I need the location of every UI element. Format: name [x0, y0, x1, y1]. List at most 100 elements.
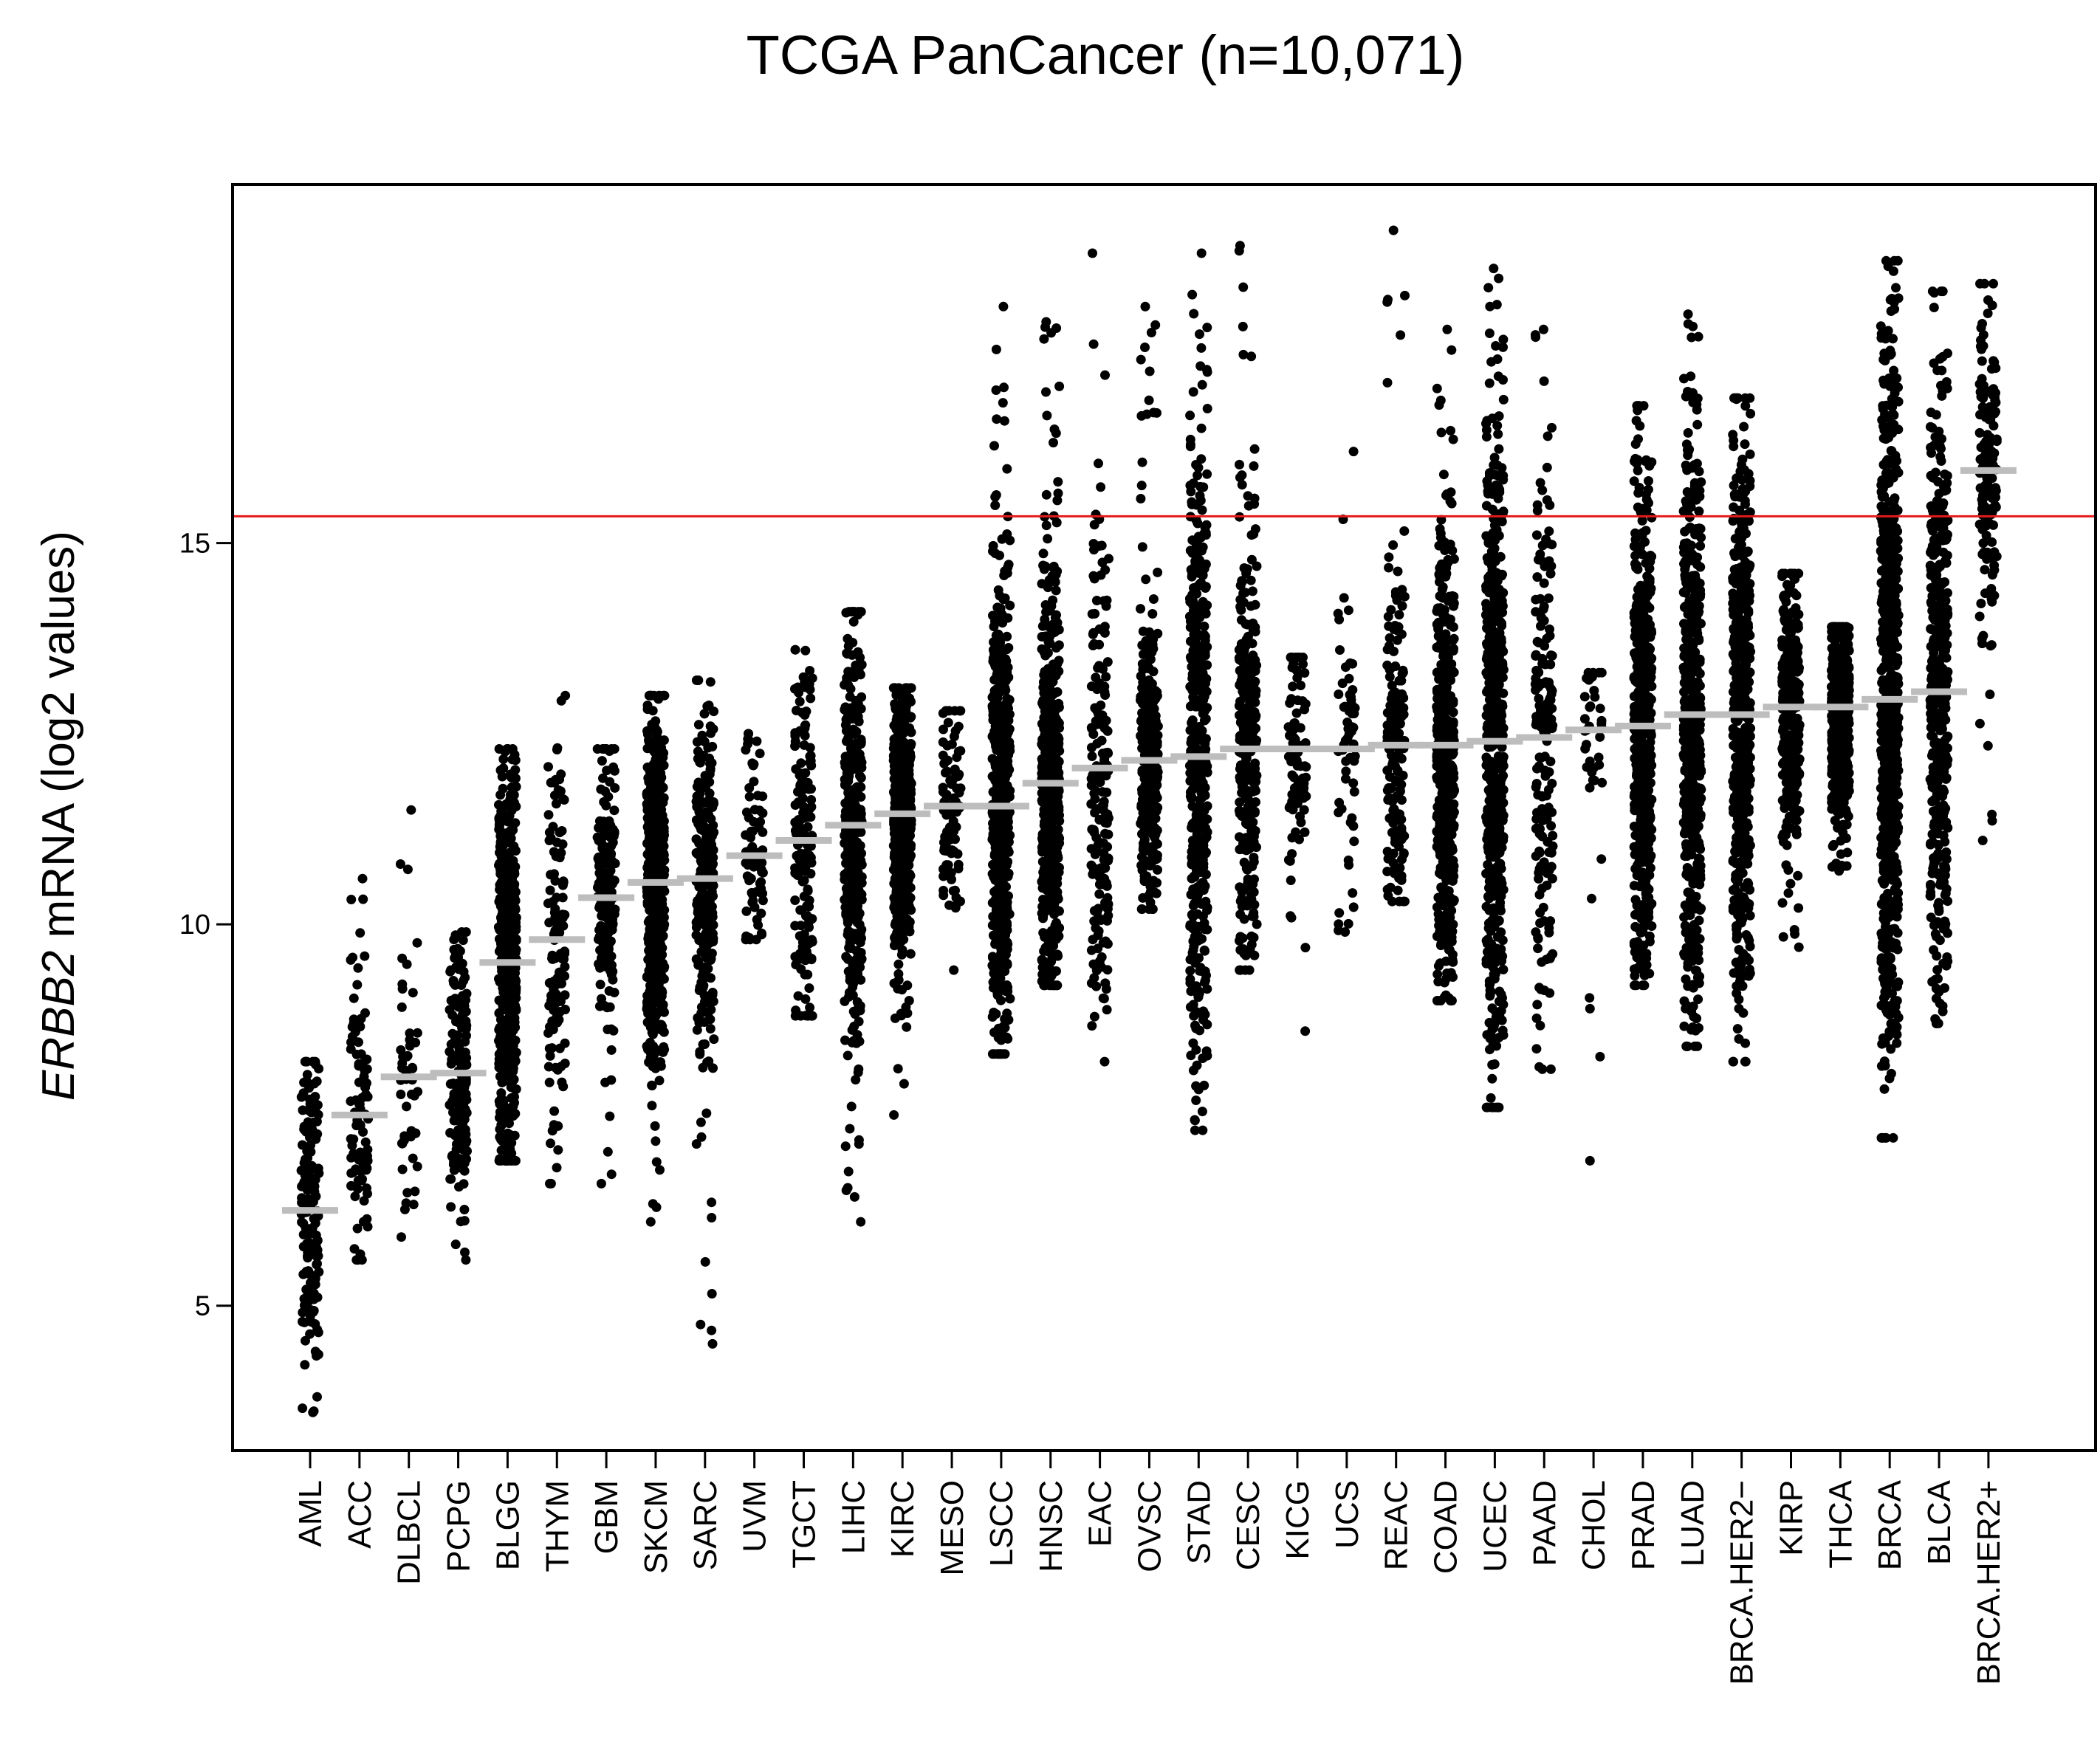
data-point [1040, 631, 1051, 642]
data-point [1136, 410, 1147, 421]
data-point [609, 988, 620, 997]
data-point [351, 1255, 362, 1265]
data-point [987, 1049, 998, 1059]
data-point [357, 1093, 367, 1103]
data-point [998, 301, 1009, 312]
data-point [348, 1167, 358, 1177]
data-point [691, 1139, 701, 1149]
data-point [991, 385, 1001, 395]
data-point [453, 1002, 464, 1012]
data-point [646, 1016, 656, 1025]
data-point [543, 810, 554, 820]
data-point [497, 1015, 507, 1025]
data-point [1097, 540, 1107, 551]
data-point [608, 762, 619, 772]
data-point [606, 1045, 617, 1055]
data-point [1004, 709, 1015, 720]
data-point [610, 859, 620, 869]
data-point [790, 684, 800, 694]
data-point [546, 1138, 555, 1149]
data-point [953, 721, 964, 732]
data-point [892, 744, 902, 754]
data-point [889, 978, 899, 988]
data-point [1002, 631, 1012, 642]
data-point [989, 648, 999, 658]
data-point [856, 974, 866, 985]
data-point [461, 1136, 472, 1146]
data-point [550, 904, 560, 914]
data-point [939, 758, 950, 768]
data-point [602, 954, 612, 964]
data-point [298, 1269, 309, 1279]
data-point [309, 1079, 319, 1089]
data-point [446, 1202, 456, 1212]
data-point [751, 935, 761, 945]
data-point [548, 822, 558, 832]
data-point [1143, 649, 1153, 659]
chart-title: TCGA PanCancer (n=10,071) [747, 24, 1465, 86]
data-point [905, 712, 916, 723]
data-point [857, 659, 867, 670]
data-point [707, 907, 717, 917]
data-point [412, 1161, 422, 1172]
data-point [461, 1031, 471, 1041]
data-point [560, 990, 570, 1000]
data-point [647, 791, 657, 802]
data-point [902, 1022, 912, 1032]
data-point [459, 1216, 470, 1226]
data-point [793, 991, 803, 1001]
data-point [656, 970, 667, 980]
data-point [1102, 747, 1113, 757]
data-point [949, 965, 959, 975]
data-point [696, 1319, 706, 1330]
data-point [1148, 594, 1159, 604]
data-point [461, 1006, 471, 1017]
data-point [551, 799, 561, 809]
data-point [349, 993, 359, 1003]
data-point [945, 834, 955, 845]
data-point [941, 791, 952, 801]
data-point [313, 1251, 323, 1261]
data-point [696, 1017, 706, 1027]
data-point [592, 744, 603, 754]
data-point [602, 1002, 612, 1013]
data-point [1142, 785, 1153, 795]
data-point [847, 650, 857, 660]
data-point [840, 811, 851, 822]
data-point [559, 795, 569, 805]
data-point [1051, 815, 1062, 825]
data-point [755, 878, 765, 889]
data-point [896, 949, 907, 960]
data-point [840, 1141, 851, 1152]
data-point [313, 1163, 323, 1174]
data-point [511, 912, 521, 923]
data-point [456, 980, 467, 990]
data-point [803, 884, 813, 895]
data-point [790, 1011, 800, 1021]
data-point [853, 757, 863, 768]
data-point [846, 607, 857, 617]
data-point [450, 947, 461, 957]
data-point [395, 859, 405, 869]
data-point [705, 677, 716, 687]
data-point [301, 1335, 310, 1346]
data-point [552, 1163, 562, 1173]
data-point [851, 878, 862, 888]
data-point [642, 998, 653, 1008]
data-point [991, 1009, 1001, 1019]
data-point [647, 719, 657, 729]
data-point [496, 877, 507, 887]
data-point [649, 1043, 659, 1053]
data-point [1088, 825, 1099, 835]
data-point [806, 869, 816, 878]
data-point [1037, 757, 1048, 767]
data-point [1050, 613, 1060, 623]
data-point [1100, 370, 1110, 380]
data-point [1041, 607, 1051, 617]
data-point [1052, 873, 1063, 884]
data-point [353, 1175, 363, 1186]
data-point [795, 770, 805, 780]
data-point [397, 984, 408, 994]
data-point [706, 856, 716, 867]
data-point [1137, 542, 1147, 552]
